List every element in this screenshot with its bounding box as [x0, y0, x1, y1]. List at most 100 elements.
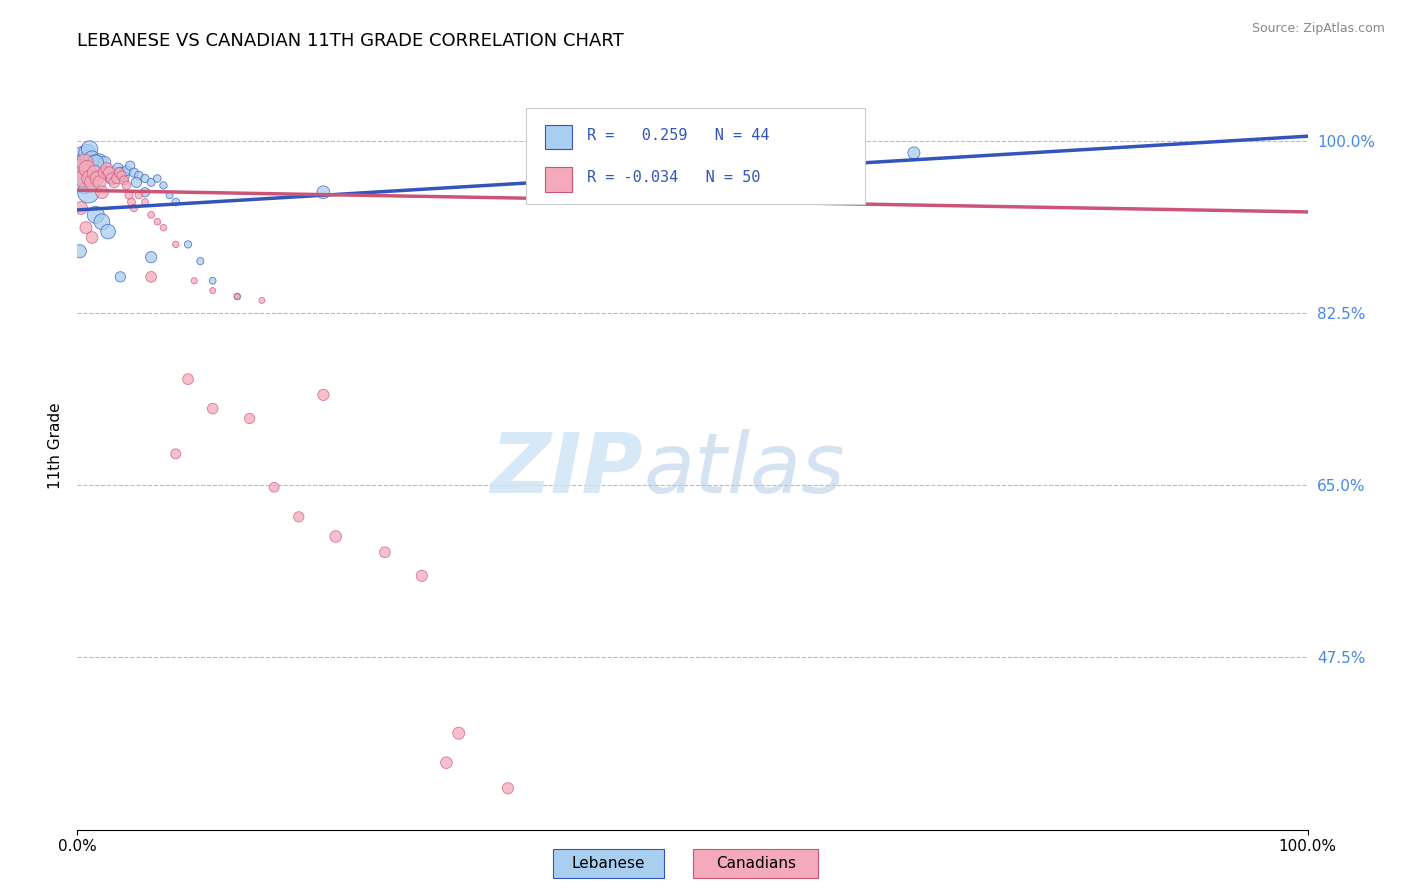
Point — [141, 269, 163, 284]
Text: Canadians: Canadians — [716, 856, 796, 871]
Point — [312, 186, 335, 200]
Point — [177, 372, 200, 386]
Point — [122, 165, 145, 179]
Point — [125, 176, 148, 190]
Point — [86, 159, 108, 173]
Point — [101, 171, 124, 186]
Point — [108, 165, 131, 179]
Point — [121, 195, 143, 210]
Point — [115, 163, 138, 178]
Point — [201, 274, 224, 288]
Point — [70, 165, 93, 179]
Point — [82, 230, 104, 244]
Point — [146, 215, 169, 229]
Point — [69, 244, 91, 259]
Point — [141, 208, 163, 222]
Point — [70, 161, 93, 176]
Text: LEBANESE VS CANADIAN 11TH GRADE CORRELATION CHART: LEBANESE VS CANADIAN 11TH GRADE CORRELAT… — [77, 32, 624, 50]
Point — [374, 545, 396, 559]
Text: ZIP: ZIP — [491, 428, 644, 509]
Point — [226, 289, 249, 303]
Point — [103, 176, 125, 190]
Point — [250, 293, 273, 308]
Point — [312, 388, 335, 402]
Point — [76, 145, 98, 160]
Point — [411, 569, 433, 583]
Point — [110, 165, 132, 179]
Point — [97, 225, 120, 239]
Point — [447, 726, 470, 740]
Point — [73, 176, 96, 190]
Point — [226, 289, 249, 303]
Point — [141, 176, 163, 190]
FancyBboxPatch shape — [546, 125, 572, 149]
Point — [97, 165, 120, 179]
Point — [122, 201, 145, 215]
Point — [70, 201, 93, 215]
Point — [77, 186, 100, 200]
Point — [177, 237, 200, 252]
Point — [111, 169, 132, 183]
Point — [72, 171, 94, 186]
Point — [93, 165, 115, 179]
Point — [165, 237, 187, 252]
Point — [76, 161, 98, 176]
Point — [115, 178, 138, 193]
Point — [183, 274, 205, 288]
Point — [128, 169, 150, 183]
Text: atlas: atlas — [644, 428, 845, 509]
Point — [84, 208, 107, 222]
Point — [79, 142, 101, 156]
Point — [112, 173, 135, 187]
Text: R = -0.034   N = 50: R = -0.034 N = 50 — [586, 170, 761, 185]
FancyBboxPatch shape — [526, 109, 865, 204]
Point — [165, 447, 187, 461]
Point — [73, 155, 96, 169]
Point — [105, 171, 128, 186]
Point — [134, 195, 156, 210]
Point — [84, 155, 107, 169]
Point — [90, 161, 114, 176]
Text: Source: ZipAtlas.com: Source: ZipAtlas.com — [1251, 22, 1385, 36]
Point — [96, 161, 118, 176]
Point — [103, 165, 125, 179]
Point — [93, 155, 115, 169]
Text: R =   0.259   N = 44: R = 0.259 N = 44 — [586, 128, 769, 143]
Point — [90, 215, 114, 229]
Point — [83, 155, 105, 169]
Point — [325, 529, 347, 543]
Point — [118, 188, 141, 202]
Point — [83, 165, 105, 179]
Point — [89, 153, 111, 168]
Point — [152, 220, 174, 235]
Point — [89, 176, 111, 190]
Point — [496, 781, 519, 796]
Point — [201, 401, 224, 416]
Point — [288, 509, 311, 524]
Point — [107, 161, 129, 176]
Point — [112, 169, 135, 184]
Point — [263, 480, 285, 494]
Point — [141, 250, 163, 264]
Point — [134, 186, 156, 200]
Point — [90, 186, 114, 200]
Point — [165, 195, 187, 210]
Text: Lebanese: Lebanese — [571, 856, 645, 871]
Point — [903, 145, 925, 160]
Point — [128, 188, 150, 202]
Point — [79, 171, 101, 186]
Point — [101, 171, 124, 186]
Point — [239, 411, 262, 425]
Point — [98, 165, 121, 179]
Point — [86, 171, 108, 186]
Point — [75, 220, 97, 235]
Y-axis label: 11th Grade: 11th Grade — [48, 402, 63, 490]
Point — [73, 153, 96, 168]
Point — [201, 284, 224, 298]
Point — [188, 254, 212, 268]
Point — [134, 171, 156, 186]
Point — [120, 159, 142, 173]
Point — [146, 171, 169, 186]
Point — [82, 152, 104, 166]
Point — [110, 269, 132, 284]
